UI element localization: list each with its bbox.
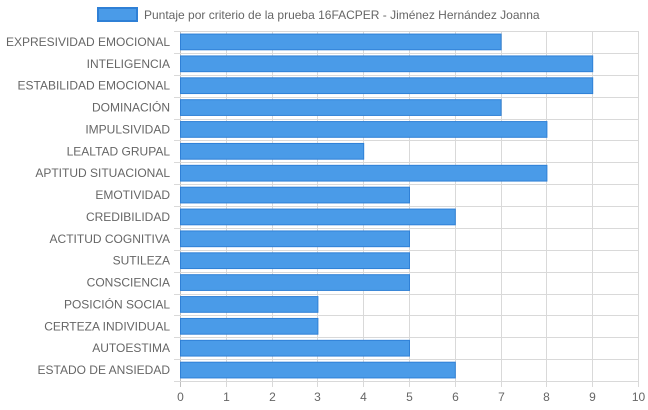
category-label: ESTADO DE ANSIEDAD <box>38 363 171 377</box>
category-label: LEALTAD GRUPAL <box>67 144 171 158</box>
category-label: ACTITUD COGNITIVA <box>50 232 170 246</box>
bar[interactable] <box>180 339 410 357</box>
bar[interactable] <box>180 296 319 313</box>
legend-swatch <box>97 7 138 22</box>
bar[interactable] <box>180 33 502 51</box>
category-label: CERTEZA INDIVIDUAL <box>44 319 170 333</box>
x-tick-label: 5 <box>406 390 413 404</box>
bar[interactable] <box>180 361 456 379</box>
category-label: IMPULSIVIDAD <box>85 122 170 136</box>
x-tick-label: 9 <box>589 390 596 404</box>
category-label: CREDIBILIDAD <box>86 210 170 224</box>
category-label: CONSCIENCIA <box>87 276 170 290</box>
category-label: AUTOESTIMA <box>92 341 170 355</box>
x-tick-label: 0 <box>177 390 184 404</box>
x-tick-label: 4 <box>360 390 367 404</box>
bar[interactable] <box>180 55 594 73</box>
bar[interactable] <box>180 230 410 248</box>
x-tick-label: 3 <box>314 390 321 404</box>
x-tick-label: 8 <box>543 390 550 404</box>
category-label: INTELIGENCIA <box>87 57 170 71</box>
bar[interactable] <box>180 99 502 116</box>
x-tick-label: 2 <box>269 390 276 404</box>
bar[interactable] <box>180 274 410 291</box>
bar[interactable] <box>180 121 548 138</box>
bar[interactable] <box>180 164 548 182</box>
category-label: DOMINACIÓN <box>92 100 170 115</box>
bar[interactable] <box>180 208 456 226</box>
bar[interactable] <box>180 77 594 95</box>
legend-label: Puntaje por criterio de la prueba 16FACP… <box>144 8 540 22</box>
category-label: POSICIÓN SOCIAL <box>64 296 170 311</box>
bars <box>180 33 594 379</box>
category-label: SUTILEZA <box>113 254 170 268</box>
x-axis-ticks: 0 1 2 3 4 5 6 7 8 9 10 <box>177 390 645 404</box>
x-tick-label: 10 <box>632 390 646 404</box>
bar[interactable] <box>180 317 319 335</box>
category-label: EXPRESIVIDAD EMOCIONAL <box>6 35 170 49</box>
x-tick-label: 6 <box>452 390 459 404</box>
legend[interactable]: Puntaje por criterio de la prueba 16FACP… <box>97 7 540 22</box>
category-label: ESTABILIDAD EMOCIONAL <box>18 79 171 93</box>
bar[interactable] <box>180 186 410 204</box>
bar[interactable] <box>180 142 365 160</box>
category-label: EMOTIVIDAD <box>95 188 170 202</box>
x-tick-label: 1 <box>223 390 230 404</box>
x-tick-label: 7 <box>498 390 505 404</box>
category-label: APTITUD SITUACIONAL <box>35 166 170 180</box>
category-labels: EXPRESIVIDAD EMOCIONAL INTELIGENCIA ESTABI… <box>6 35 170 377</box>
bar[interactable] <box>180 252 410 270</box>
